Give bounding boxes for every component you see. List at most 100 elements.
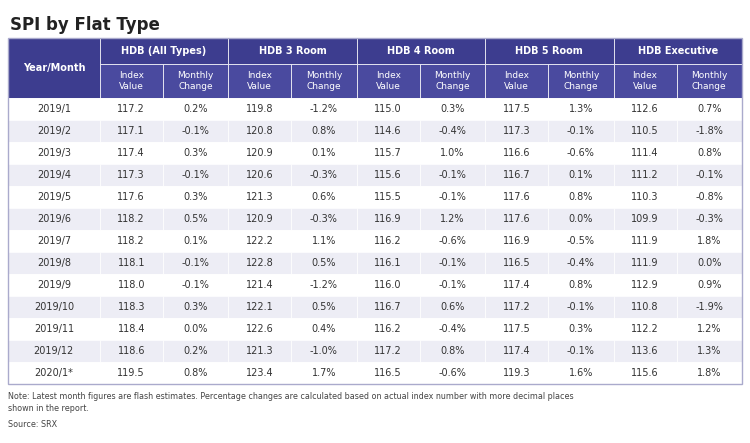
Text: -1.0%: -1.0% [310, 346, 338, 356]
Bar [676, 274, 742, 296]
Text: 1.8%: 1.8% [697, 368, 721, 378]
Bar [485, 274, 548, 296]
Bar [614, 274, 676, 296]
Bar [676, 252, 742, 274]
Bar [100, 208, 163, 230]
Bar [357, 38, 485, 64]
Text: HDB 5 Room: HDB 5 Room [515, 46, 584, 56]
Bar [357, 120, 420, 142]
Text: Index
Value: Index Value [118, 71, 144, 91]
Text: -0.6%: -0.6% [439, 236, 466, 246]
Bar [100, 38, 228, 64]
Bar [357, 164, 420, 186]
Text: 120.9: 120.9 [246, 214, 274, 224]
Text: -1.2%: -1.2% [310, 104, 338, 114]
Bar [485, 142, 548, 164]
Text: -0.1%: -0.1% [182, 170, 209, 180]
Text: 111.9: 111.9 [632, 236, 658, 246]
Bar [485, 208, 548, 230]
Bar [676, 98, 742, 120]
Bar [100, 274, 163, 296]
Text: -1.2%: -1.2% [310, 280, 338, 290]
Bar [228, 142, 291, 164]
Text: 2019/6: 2019/6 [37, 214, 70, 224]
Bar [420, 98, 485, 120]
Text: 117.4: 117.4 [118, 148, 145, 158]
Bar [291, 142, 357, 164]
Bar [420, 318, 485, 340]
Bar [614, 230, 676, 252]
Text: 117.3: 117.3 [503, 126, 530, 136]
Bar [100, 340, 163, 362]
Bar [8, 98, 100, 120]
Bar [163, 164, 228, 186]
Text: 0.8%: 0.8% [312, 126, 336, 136]
Text: 116.9: 116.9 [374, 214, 402, 224]
Text: 110.8: 110.8 [632, 302, 658, 312]
Text: 2019/7: 2019/7 [37, 236, 71, 246]
Text: 121.3: 121.3 [246, 192, 274, 202]
Text: 116.7: 116.7 [374, 302, 402, 312]
Text: -0.1%: -0.1% [439, 280, 466, 290]
Text: HDB (All Types): HDB (All Types) [122, 46, 206, 56]
Text: -0.1%: -0.1% [439, 192, 466, 202]
Text: Index
Value: Index Value [376, 71, 400, 91]
Text: 115.6: 115.6 [632, 368, 659, 378]
Bar [291, 208, 357, 230]
Text: 0.6%: 0.6% [440, 302, 464, 312]
Text: 122.8: 122.8 [246, 258, 274, 268]
Text: -0.3%: -0.3% [695, 214, 723, 224]
Text: 120.6: 120.6 [246, 170, 274, 180]
Bar [548, 230, 614, 252]
Bar [228, 252, 291, 274]
Bar [614, 362, 676, 384]
Text: 112.2: 112.2 [632, 324, 659, 334]
Text: -0.1%: -0.1% [439, 170, 466, 180]
Text: Monthly
Change: Monthly Change [434, 71, 470, 91]
Text: 119.8: 119.8 [246, 104, 274, 114]
Bar [548, 164, 614, 186]
Text: -0.4%: -0.4% [439, 126, 466, 136]
Text: HDB 4 Room: HDB 4 Room [387, 46, 454, 56]
Text: 117.2: 117.2 [503, 302, 530, 312]
Text: 2019/2: 2019/2 [37, 126, 71, 136]
Text: 119.5: 119.5 [118, 368, 145, 378]
Text: 0.8%: 0.8% [568, 280, 593, 290]
Bar [228, 38, 357, 64]
Text: 111.9: 111.9 [632, 258, 658, 268]
Text: 1.7%: 1.7% [312, 368, 336, 378]
Text: 116.2: 116.2 [374, 236, 402, 246]
Bar [100, 98, 163, 120]
Text: -0.4%: -0.4% [439, 324, 466, 334]
Bar [291, 164, 357, 186]
Text: 1.6%: 1.6% [568, 368, 593, 378]
Bar [163, 296, 228, 318]
Bar [291, 230, 357, 252]
Text: 0.2%: 0.2% [183, 346, 208, 356]
Bar [548, 64, 614, 98]
Text: 118.2: 118.2 [118, 236, 145, 246]
Text: 2019/10: 2019/10 [34, 302, 74, 312]
Bar [100, 120, 163, 142]
Bar [291, 98, 357, 120]
Bar [548, 340, 614, 362]
Text: 122.6: 122.6 [246, 324, 274, 334]
Text: 116.7: 116.7 [503, 170, 530, 180]
Text: Note: Latest month figures are flash estimates. Percentage changes are calculate: Note: Latest month figures are flash est… [8, 392, 574, 413]
Bar [485, 340, 548, 362]
Text: 116.1: 116.1 [374, 258, 402, 268]
Bar [291, 252, 357, 274]
Bar [420, 340, 485, 362]
Bar [485, 186, 548, 208]
Text: 0.5%: 0.5% [183, 214, 208, 224]
Bar [614, 98, 676, 120]
Bar [485, 362, 548, 384]
Text: 115.7: 115.7 [374, 148, 402, 158]
Bar [614, 252, 676, 274]
Bar [291, 318, 357, 340]
Bar [420, 274, 485, 296]
Text: 0.3%: 0.3% [183, 148, 208, 158]
Text: 117.4: 117.4 [503, 280, 530, 290]
Bar [485, 64, 548, 98]
Bar [291, 296, 357, 318]
